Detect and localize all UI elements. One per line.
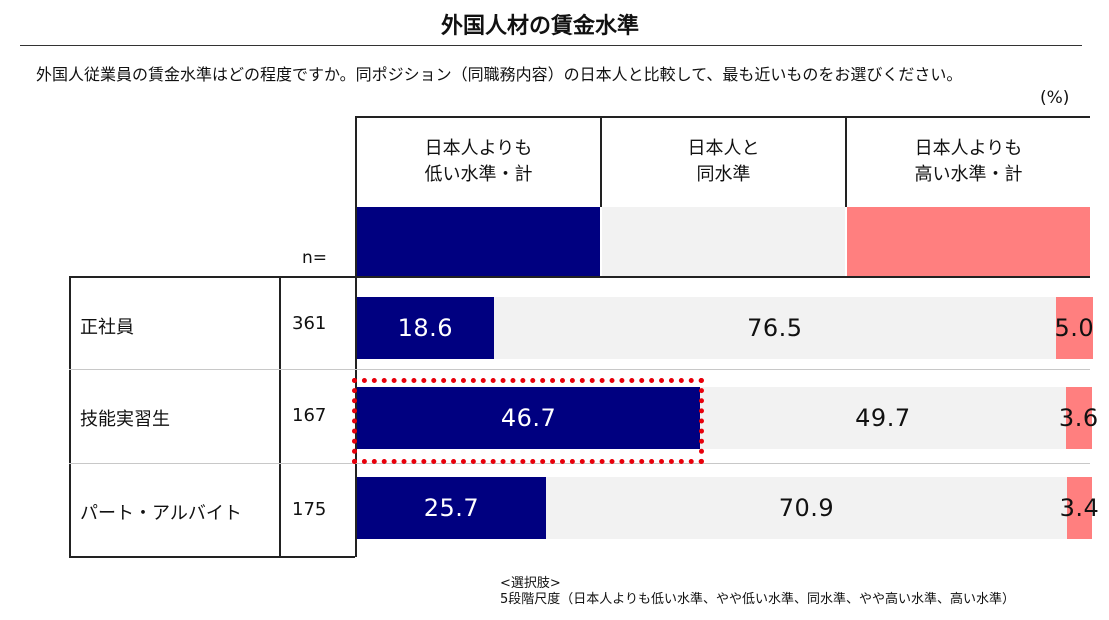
bar-higher (1067, 477, 1092, 539)
legend-header-higher: 日本人よりも 高い水準・計 (914, 137, 1023, 185)
bar-same (493, 297, 1056, 359)
row-label: 正社員 (80, 317, 134, 338)
row-n-value: 167 (292, 405, 327, 426)
bar-value-label: 76.5 (747, 314, 803, 342)
bar-value-label: 5.0 (1054, 314, 1095, 342)
table-header-border (69, 276, 1090, 278)
legend-header-same: 日本人と 同水準 (687, 137, 760, 185)
row-n-value: 175 (292, 499, 327, 520)
legend-header-lower: 日本人よりも 低い水準・計 (424, 137, 533, 185)
title-divider (20, 45, 1082, 46)
row-label: パート・アルバイト (80, 503, 242, 524)
table-bottom-border (69, 556, 355, 558)
row-label: 技能実習生 (80, 409, 170, 430)
bar-value-label: 70.9 (778, 494, 835, 522)
row-n-value: 361 (292, 313, 327, 334)
bar-value-label: 49.7 (855, 404, 911, 432)
chart-title: 外国人材の賃金水準 (440, 14, 639, 39)
bar-higher (1055, 297, 1093, 359)
table-left-border (69, 276, 71, 557)
bar-lower (357, 297, 494, 359)
footnote: <選択肢> 5段階尺度（日本人よりも低い水準、やや低い水準、同水準、やや高い水準… (500, 576, 1016, 608)
legend-swatch-lower (357, 207, 600, 276)
bar-lower (357, 387, 701, 449)
legend-swatch-same (602, 207, 845, 276)
bar-value-label: 3.6 (1058, 404, 1099, 432)
bar-lower (357, 477, 546, 539)
bar-value-label: 25.7 (423, 494, 480, 522)
row-divider (69, 369, 1090, 370)
bar-value-label: 18.6 (397, 314, 454, 342)
question-text: 外国人従業員の賃金水準はどの程度ですか。同ポジション（同職務内容）の日本人と比較… (36, 65, 963, 84)
legend-top-border (355, 116, 1090, 118)
legend-swatch-higher (847, 207, 1090, 276)
bar-same (700, 387, 1066, 449)
legend-divider (845, 117, 847, 207)
plot-left-border (355, 117, 357, 557)
highlight-box (352, 378, 704, 464)
table-column-divider (279, 276, 281, 557)
unit-label: (%) (1040, 88, 1070, 108)
bar-value-label: 3.4 (1059, 494, 1100, 522)
bar-same (545, 477, 1067, 539)
legend-divider (600, 117, 602, 207)
bar-higher (1065, 387, 1092, 449)
n-header: n= (302, 248, 328, 268)
bar-value-label: 46.7 (500, 404, 557, 432)
